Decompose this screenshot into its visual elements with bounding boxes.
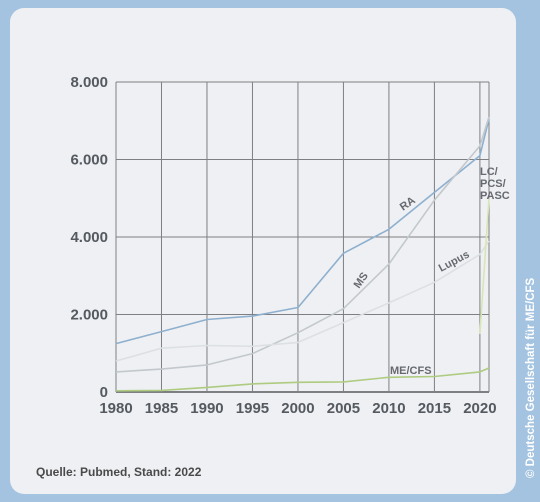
x-tick-label-2020: 2020 — [463, 400, 496, 417]
x-tick-label-2010: 2010 — [372, 400, 405, 417]
series-line-ra — [115, 118, 490, 345]
chart-ticks: 1980 1985 1990 1995 2000 2005 2010 2015 2020 0 2.0… — [70, 74, 496, 417]
series-line-lc-pcs-pasc — [479, 198, 490, 334]
series-line-lupus — [115, 240, 490, 362]
series-label-lc-pcs-pasc: LC/PCS/PASC — [480, 166, 510, 202]
series-label-line: LC/ — [480, 166, 498, 178]
x-tick-label-1985: 1985 — [145, 400, 178, 417]
x-tick-label-1980: 1980 — [99, 400, 132, 417]
chart-series — [115, 116, 490, 392]
series-line-ms — [115, 116, 490, 373]
y-tick-label-6000: 6.000 — [70, 152, 108, 169]
series-label-ms: MS — [352, 270, 371, 290]
series-label-ra: RA — [398, 194, 418, 213]
y-tick-label-0: 0 — [100, 384, 108, 401]
y-tick-label-8000: 8.000 — [70, 74, 108, 91]
y-tick-label-4000: 4.000 — [70, 229, 108, 246]
x-tick-label-2000: 2000 — [281, 400, 314, 417]
chart-grid — [115, 81, 490, 393]
chart-card — [10, 8, 516, 494]
series-line-me-cfs — [115, 367, 490, 392]
y-tick-label-2000: 2.000 — [70, 307, 108, 324]
copyright-credit: © Deutsche Gesellschaft für ME/CFS — [525, 277, 537, 478]
series-label-line: PCS/ — [480, 178, 506, 190]
series-label-line: PASC — [480, 190, 510, 202]
x-tick-label-1995: 1995 — [236, 400, 269, 417]
x-tick-label-2005: 2005 — [327, 400, 360, 417]
x-tick-label-1990: 1990 — [190, 400, 223, 417]
source-note: Quelle: Pubmed, Stand: 2022 — [36, 465, 202, 479]
x-tick-label-2015: 2015 — [418, 400, 451, 417]
series-label-me-cfs: ME/CFS — [390, 365, 432, 377]
